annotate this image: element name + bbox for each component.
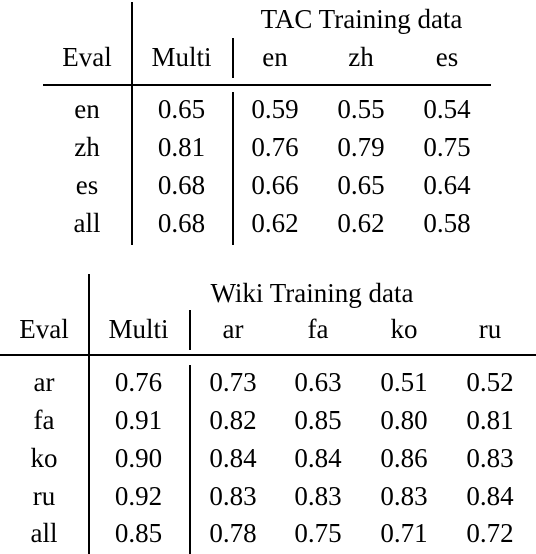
wiki-row-fa-val-fa: 0.85: [294, 405, 342, 435]
wiki-multi-header: Multi: [108, 314, 169, 344]
wiki-row-all-val-ko: 0.71: [380, 518, 428, 548]
tac-multi-divider: [232, 38, 234, 78]
wiki-row-ko-eval: ko: [30, 443, 58, 473]
wiki-eval-header: Eval: [19, 314, 69, 344]
tac-eval-divider: [131, 2, 133, 245]
tac-row-zh-val-zh: 0.79: [337, 132, 385, 162]
tac-row-en-multi: 0.65: [157, 94, 206, 124]
wiki-group-header: Wiki Training data: [210, 278, 414, 308]
wiki-row-ko-val-ru: 0.83: [466, 443, 514, 473]
wiki-row-ko-multi: 0.90: [114, 443, 163, 473]
tac-row-all-multi: 0.68: [157, 208, 206, 238]
wiki-row-ko-val-fa: 0.84: [294, 443, 342, 473]
wiki-row-all-eval: all: [30, 518, 58, 548]
wiki-lang-header-fa: fa: [307, 314, 329, 344]
tac-multi-divider-body: [232, 92, 234, 245]
wiki-row-all-val-ar: 0.78: [209, 518, 257, 548]
wiki-multi-divider: [189, 310, 191, 350]
tac-row-all-val-en: 0.62: [251, 208, 299, 238]
wiki-row-ko-val-ar: 0.84: [209, 443, 257, 473]
wiki-row-fa-multi: 0.91: [114, 405, 163, 435]
tac-eval-header: Eval: [62, 42, 112, 72]
wiki-row-ru-val-ru: 0.84: [466, 481, 514, 511]
tac-row-zh-val-es: 0.75: [423, 132, 471, 162]
tac-header-rule: [43, 84, 491, 86]
tac-lang-header-es: es: [435, 42, 459, 72]
wiki-row-all-val-ru: 0.72: [466, 518, 514, 548]
wiki-lang-header-ko: ko: [390, 314, 418, 344]
wiki-row-ko-val-ko: 0.86: [380, 443, 428, 473]
wiki-row-fa-val-ru: 0.81: [466, 405, 514, 435]
wiki-header-rule: [0, 354, 536, 356]
tac-row-zh-eval: zh: [74, 132, 100, 162]
tac-row-es-multi: 0.68: [157, 170, 206, 200]
wiki-row-fa-val-ko: 0.80: [380, 405, 428, 435]
wiki-row-ar-val-ru: 0.52: [466, 367, 514, 397]
tac-lang-header-zh: zh: [348, 42, 374, 72]
tac-row-all-val-es: 0.58: [423, 208, 471, 238]
tac-row-en-val-en: 0.59: [251, 94, 299, 124]
wiki-row-ru-val-fa: 0.83: [294, 481, 342, 511]
tac-row-es-eval: es: [75, 170, 99, 200]
tac-row-es-val-es: 0.64: [423, 170, 471, 200]
wiki-lang-header-ru: ru: [478, 314, 502, 344]
wiki-row-ar-eval: ar: [33, 367, 55, 397]
wiki-row-all-val-fa: 0.75: [294, 518, 342, 548]
wiki-row-ru-multi: 0.92: [114, 481, 163, 511]
tac-row-es-val-en: 0.66: [251, 170, 299, 200]
wiki-row-fa-val-ar: 0.82: [209, 405, 257, 435]
wiki-eval-divider: [88, 274, 90, 554]
wiki-row-ru-eval: ru: [32, 481, 56, 511]
tac-row-zh-multi: 0.81: [157, 132, 206, 162]
wiki-row-fa-eval: fa: [33, 405, 55, 435]
wiki-row-ar-val-ko: 0.51: [380, 367, 428, 397]
wiki-row-ar-val-fa: 0.63: [294, 367, 342, 397]
tac-row-zh-val-en: 0.76: [251, 132, 299, 162]
wiki-row-ar-multi: 0.76: [114, 367, 163, 397]
wiki-row-all-multi: 0.85: [114, 518, 163, 548]
tac-multi-header: Multi: [151, 42, 212, 72]
tac-row-all-val-zh: 0.62: [337, 208, 385, 238]
tac-row-en-eval: en: [74, 94, 100, 124]
wiki-multi-divider-body: [189, 365, 191, 554]
tac-row-en-val-es: 0.54: [423, 94, 471, 124]
wiki-lang-header-ar: ar: [222, 314, 244, 344]
wiki-row-ru-val-ar: 0.83: [209, 481, 257, 511]
wiki-row-ru-val-ko: 0.83: [380, 481, 428, 511]
tac-row-en-val-zh: 0.55: [337, 94, 385, 124]
wiki-row-ar-val-ar: 0.73: [209, 367, 257, 397]
tac-row-all-eval: all: [73, 208, 101, 238]
tac-row-es-val-zh: 0.65: [337, 170, 385, 200]
tac-group-header: TAC Training data: [260, 4, 463, 34]
tac-lang-header-en: en: [262, 42, 288, 72]
